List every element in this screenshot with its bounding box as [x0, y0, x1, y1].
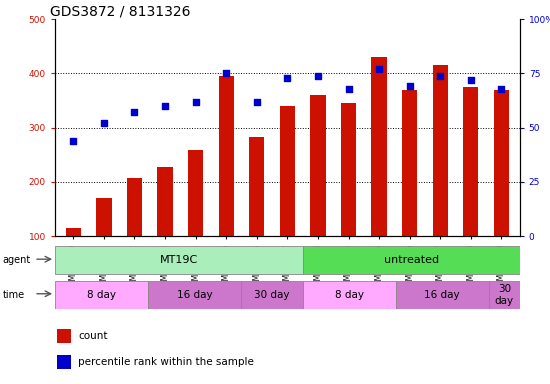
Bar: [157, 167, 173, 236]
Text: percentile rank within the sample: percentile rank within the sample: [78, 357, 254, 367]
Bar: [57, 355, 72, 369]
Point: [191, 99, 200, 105]
Bar: [341, 103, 356, 236]
Point: [69, 137, 78, 144]
Bar: [55, 247, 303, 274]
Point: [252, 99, 261, 105]
Point: [466, 77, 475, 83]
Bar: [57, 329, 72, 343]
Bar: [310, 95, 326, 236]
Point: [344, 86, 353, 92]
Point: [405, 83, 414, 89]
Bar: [148, 281, 241, 309]
Bar: [55, 281, 148, 309]
Text: 16 day: 16 day: [425, 290, 460, 300]
Bar: [280, 106, 295, 236]
Text: 8 day: 8 day: [87, 290, 116, 300]
Point: [100, 120, 108, 126]
Text: 30 day: 30 day: [254, 290, 290, 300]
Text: MT19C: MT19C: [160, 255, 198, 265]
Bar: [402, 90, 417, 236]
Bar: [371, 57, 387, 236]
Bar: [489, 281, 520, 309]
Text: count: count: [78, 331, 108, 341]
Bar: [65, 228, 81, 236]
Text: 30
day: 30 day: [494, 284, 514, 306]
Bar: [303, 281, 396, 309]
Bar: [96, 198, 112, 236]
Point: [161, 103, 169, 109]
Point: [130, 109, 139, 116]
Point: [222, 70, 230, 76]
Point: [283, 75, 292, 81]
Text: agent: agent: [3, 255, 31, 265]
Bar: [249, 137, 265, 236]
Bar: [463, 87, 478, 236]
Bar: [494, 90, 509, 236]
Text: GDS3872 / 8131326: GDS3872 / 8131326: [51, 4, 191, 18]
Bar: [218, 76, 234, 236]
Bar: [188, 151, 204, 236]
Bar: [127, 177, 142, 236]
Text: 16 day: 16 day: [177, 290, 212, 300]
Bar: [303, 247, 520, 274]
Point: [314, 73, 322, 79]
Bar: [433, 65, 448, 236]
Bar: [396, 281, 489, 309]
Text: untreated: untreated: [384, 255, 439, 265]
Point: [497, 86, 506, 92]
Text: 8 day: 8 day: [335, 290, 364, 300]
Text: time: time: [3, 290, 25, 300]
Point: [375, 66, 383, 72]
Point: [436, 73, 444, 79]
Bar: [241, 281, 303, 309]
